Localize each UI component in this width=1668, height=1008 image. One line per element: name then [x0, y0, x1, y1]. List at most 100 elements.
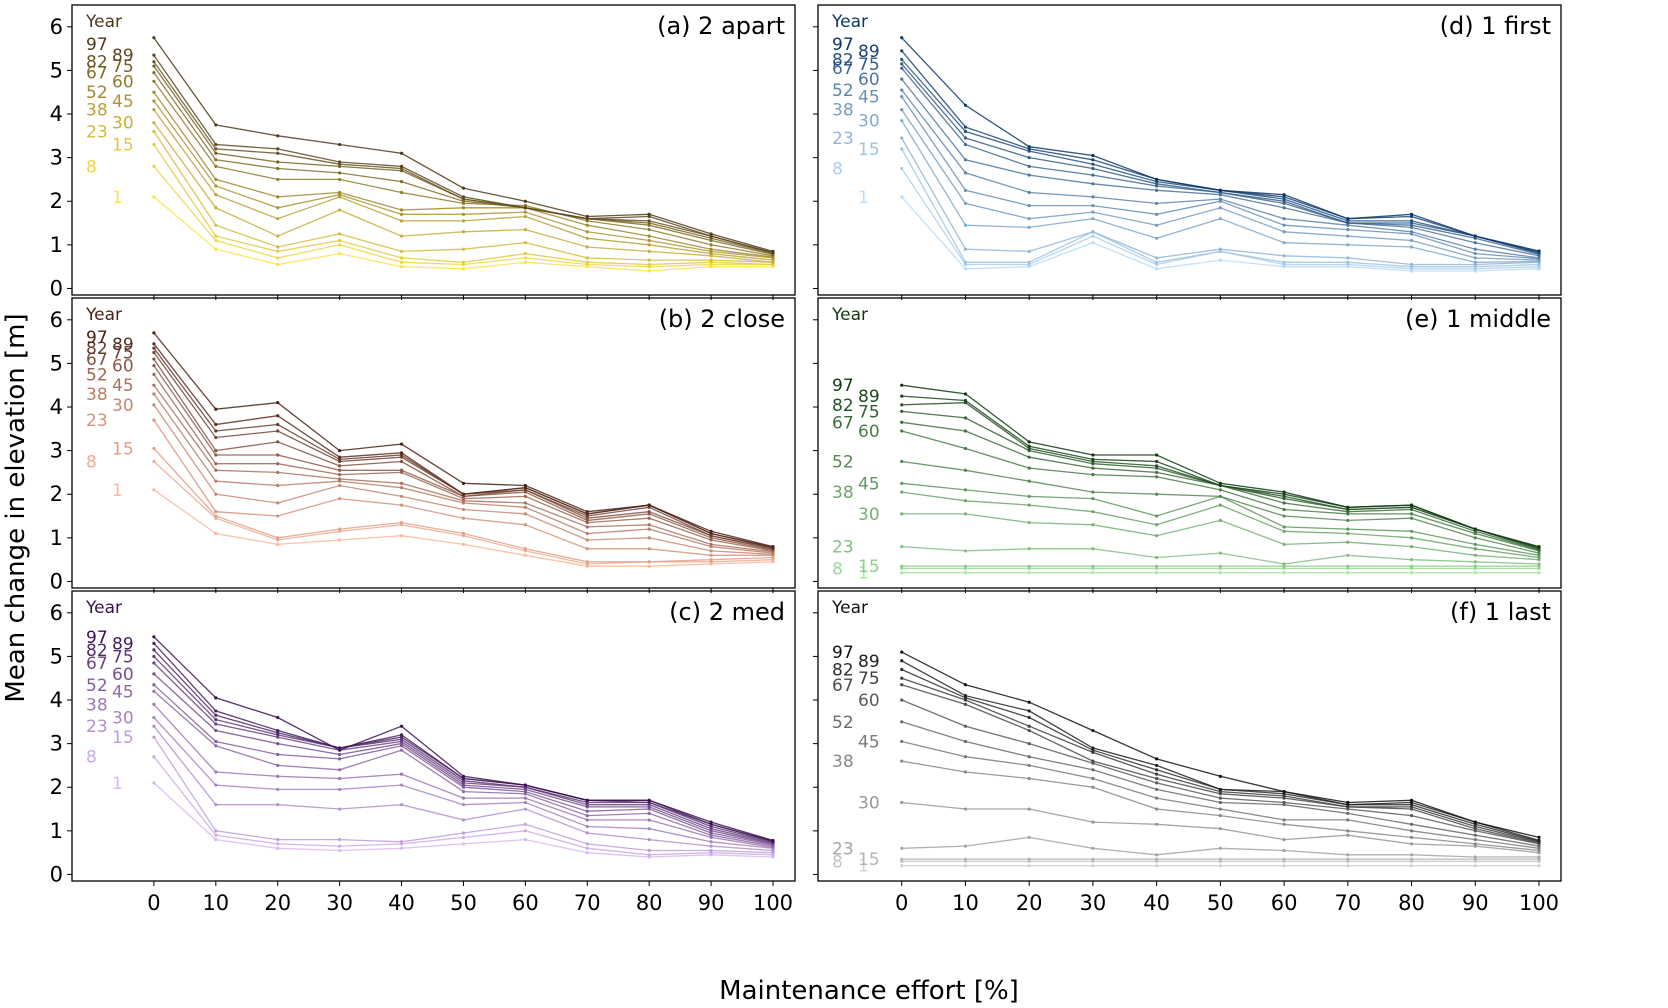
- data-point: [214, 783, 218, 787]
- series-label-75: 75: [858, 669, 880, 689]
- series-label-23: 23: [86, 717, 108, 737]
- data-point: [523, 256, 527, 260]
- data-point: [647, 269, 651, 273]
- series-label-60: 60: [858, 70, 880, 90]
- series-label-89: 89: [858, 652, 880, 672]
- data-point: [214, 151, 218, 155]
- data-point: [338, 848, 342, 853]
- data-point: [276, 134, 280, 138]
- data-point: [1155, 796, 1159, 800]
- data-point: [214, 435, 218, 440]
- x-tick-label: 100: [753, 891, 793, 915]
- data-point: [1473, 553, 1477, 557]
- y-tick-label: 4: [50, 688, 63, 712]
- y-tick-label: 1: [50, 526, 63, 550]
- data-point: [399, 219, 404, 223]
- data-point: [963, 171, 968, 175]
- data-point: [152, 60, 156, 64]
- data-point: [963, 694, 968, 698]
- data-point: [276, 401, 280, 405]
- y-tick-label: 5: [50, 644, 63, 668]
- data-point: [399, 724, 404, 728]
- data-point: [152, 79, 156, 83]
- data-point: [585, 798, 589, 802]
- data-point: [338, 238, 342, 243]
- series-line-60: [153, 80, 774, 257]
- data-point: [276, 453, 280, 457]
- data-point: [338, 477, 342, 481]
- data-point: [647, 564, 651, 568]
- series-label-8: 8: [832, 160, 843, 180]
- x-tick-label: 50: [1207, 891, 1234, 915]
- data-point: [276, 715, 280, 720]
- data-point: [963, 103, 968, 107]
- data-point: [1218, 247, 1222, 251]
- series-label-60: 60: [112, 357, 134, 377]
- data-point: [1282, 864, 1286, 868]
- data-point: [338, 190, 342, 195]
- data-point: [963, 392, 968, 396]
- series-label-30: 30: [112, 708, 134, 728]
- data-point: [1091, 571, 1095, 575]
- data-point: [900, 698, 904, 702]
- data-point: [1218, 494, 1222, 499]
- data-point: [1473, 855, 1477, 859]
- data-point: [338, 752, 342, 757]
- data-point: [647, 503, 651, 507]
- data-point: [585, 538, 589, 542]
- data-point: [900, 857, 904, 861]
- data-point: [1091, 166, 1095, 171]
- data-point: [1027, 249, 1031, 253]
- series-label-15: 15: [858, 557, 880, 577]
- data-point: [647, 510, 651, 514]
- series-line-97: [901, 384, 1540, 548]
- series-line-38: [901, 760, 1540, 852]
- series-label-38: 38: [832, 101, 854, 121]
- series-label-60: 60: [112, 665, 134, 685]
- data-point: [338, 468, 342, 472]
- data-point: [900, 420, 904, 424]
- series-label-1: 1: [858, 188, 869, 208]
- series-label-15: 15: [112, 728, 134, 748]
- data-point: [963, 129, 968, 134]
- data-point: [1346, 864, 1350, 868]
- data-point: [1218, 518, 1222, 523]
- data-point: [1346, 564, 1350, 568]
- data-point: [963, 770, 968, 774]
- series-label-60: 60: [858, 422, 880, 442]
- data-point: [338, 232, 342, 236]
- data-point: [963, 398, 968, 403]
- panel-frame: [71, 297, 796, 589]
- data-point: [647, 811, 651, 816]
- data-point: [1091, 857, 1095, 861]
- data-point: [1409, 529, 1414, 533]
- data-point: [523, 822, 527, 826]
- data-point: [214, 247, 218, 251]
- data-point: [647, 249, 651, 253]
- data-point: [1409, 829, 1414, 833]
- data-point: [1473, 564, 1477, 568]
- data-point: [152, 403, 156, 407]
- data-point: [1091, 820, 1095, 824]
- data-point: [1027, 520, 1031, 525]
- series-label-30: 30: [112, 396, 134, 416]
- data-point: [214, 234, 218, 238]
- data-point: [1218, 864, 1222, 868]
- data-point: [900, 403, 904, 407]
- data-point: [1218, 503, 1222, 507]
- data-point: [1091, 473, 1095, 477]
- series-label-52: 52: [86, 83, 108, 103]
- series-line-23: [901, 545, 1540, 565]
- data-point: [1027, 715, 1031, 720]
- series-line-89: [901, 395, 1540, 549]
- data-point: [152, 350, 156, 355]
- data-point: [1409, 798, 1414, 802]
- data-point: [1155, 492, 1159, 496]
- data-point: [1155, 781, 1159, 785]
- data-point: [963, 142, 968, 147]
- series-label-30: 30: [858, 505, 880, 525]
- data-point: [1282, 230, 1286, 234]
- data-point: [152, 735, 156, 739]
